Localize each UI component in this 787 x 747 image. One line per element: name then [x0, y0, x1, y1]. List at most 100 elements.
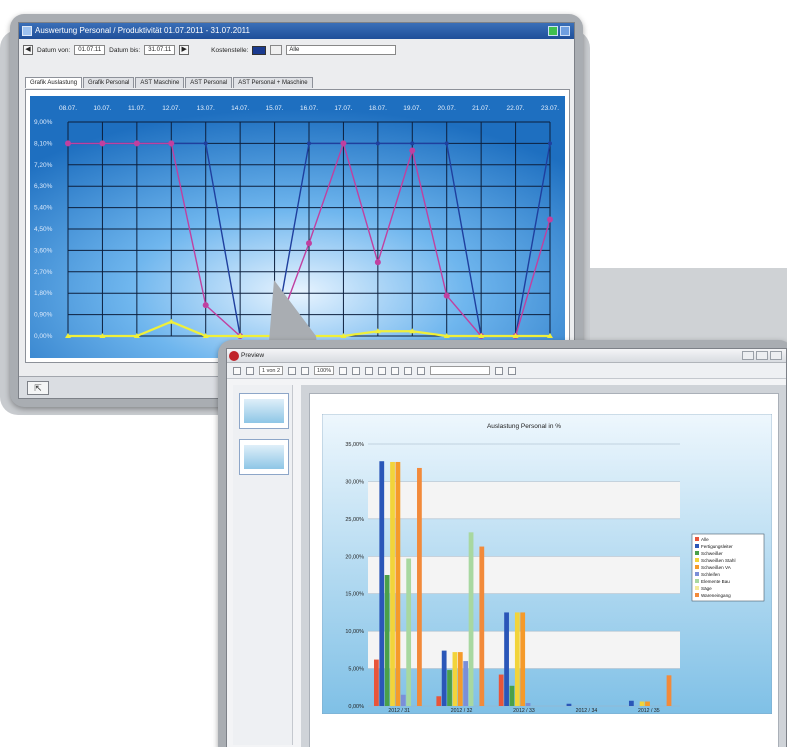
tab-ast-personal[interactable]: AST Personal	[185, 77, 233, 88]
legend-swatch	[695, 558, 699, 562]
data-point	[99, 140, 106, 147]
legend-label: Schweißen VA	[701, 565, 732, 570]
data-point	[409, 328, 416, 334]
export-icon[interactable]	[391, 366, 400, 375]
y-tick-label: 30,00%	[345, 479, 364, 485]
x-tick-label: 12.07.	[162, 105, 180, 112]
date-from-label: Datum von:	[37, 46, 71, 54]
minimize-button[interactable]	[548, 26, 558, 36]
tab-grafik-personal[interactable]: Grafik Personal	[83, 77, 135, 88]
data-point	[99, 333, 106, 338]
bar	[666, 675, 672, 706]
prev-arrow-icon[interactable]: ◀	[23, 45, 33, 55]
data-point	[202, 302, 209, 309]
x-tick-label: 22.07.	[507, 105, 525, 112]
preview-window-body: Preview 1 von 2 100%	[226, 348, 787, 747]
date-to-field[interactable]: 31.07.11	[144, 45, 176, 55]
bar	[525, 703, 531, 706]
bar	[504, 612, 509, 706]
help-icon[interactable]	[508, 366, 517, 375]
y-tick-label: 0,90%	[34, 312, 53, 319]
page-viewer[interactable]: Auslastung Personal in % 35,00% 30,00% 25,0…	[301, 385, 786, 747]
bar	[645, 701, 650, 706]
email-icon[interactable]	[404, 366, 413, 375]
view-tabs: Grafik Auslastung Grafik Personal AST Ma…	[25, 77, 313, 88]
bar	[379, 461, 385, 706]
data-point	[375, 141, 380, 146]
x-tick-label: 16.07.	[300, 105, 318, 112]
bar	[479, 546, 485, 706]
data-point	[410, 141, 415, 146]
tab-grafik-auslastung[interactable]: Grafik Auslastung	[25, 77, 83, 88]
chart-title: Auslastung Personal in %	[487, 423, 561, 430]
bar	[520, 612, 526, 706]
last-page-icon[interactable]	[301, 366, 310, 375]
data-point	[168, 318, 175, 324]
color-swatch[interactable]	[252, 45, 267, 55]
data-point	[443, 333, 450, 338]
bar	[463, 661, 469, 706]
minimize-button[interactable]	[742, 351, 754, 360]
x-tick-label: 2012 / 35	[638, 708, 660, 714]
data-point	[340, 333, 347, 338]
cost-center-dropdown[interactable]	[270, 45, 283, 55]
close-button[interactable]	[560, 26, 570, 36]
bar	[441, 650, 447, 706]
zoom-in-icon[interactable]	[339, 366, 348, 375]
x-tick-label: 08.07.	[59, 105, 77, 112]
legend-swatch	[695, 565, 699, 569]
date-to-label: Datum bis:	[109, 46, 141, 54]
next-arrow-icon[interactable]: ▶	[179, 45, 190, 55]
tab-ast-personal-maschine[interactable]: AST Personal + Maschine	[233, 77, 313, 88]
data-point	[443, 292, 450, 299]
save-icon[interactable]	[378, 366, 387, 375]
thumbnail-chart	[244, 445, 284, 469]
prev-page-icon[interactable]	[246, 366, 254, 375]
close-button[interactable]	[770, 351, 782, 360]
bar	[566, 703, 572, 706]
thumbnail-chart	[244, 399, 284, 423]
search-field[interactable]	[430, 366, 491, 375]
zoom-out-icon[interactable]	[352, 366, 361, 375]
date-from-field[interactable]: 01.07.11	[74, 45, 106, 55]
bar	[436, 696, 442, 706]
preview-title: Preview	[241, 352, 265, 359]
y-tick-label: 4,50%	[34, 226, 53, 233]
y-tick-label: 0,00%	[348, 704, 364, 710]
search-icon[interactable]	[495, 366, 504, 375]
y-tick-label: 7,20%	[34, 162, 53, 169]
y-tick-label: 9,00%	[34, 119, 53, 126]
tab-ast-maschine[interactable]: AST Maschine	[135, 77, 185, 88]
print-icon[interactable]	[365, 366, 374, 375]
callout-pointer	[268, 280, 318, 354]
bar	[374, 659, 379, 706]
x-tick-label: 19.07.	[403, 105, 421, 112]
data-point	[374, 328, 381, 334]
bar	[468, 532, 474, 706]
exit-icon[interactable]: ⇱	[27, 381, 49, 395]
y-tick-label: 5,40%	[34, 205, 53, 212]
x-tick-label: 2012 / 33	[513, 708, 535, 714]
maximize-button[interactable]	[756, 351, 768, 360]
data-point	[307, 141, 311, 146]
data-point	[444, 141, 449, 146]
cost-center-field[interactable]: Alle	[286, 45, 397, 55]
zoom-field[interactable]: 100%	[314, 366, 335, 375]
thumbnail-page-2[interactable]	[239, 439, 289, 475]
next-page-icon[interactable]	[288, 366, 297, 375]
y-tick-label: 1,80%	[34, 290, 53, 297]
data-point	[65, 140, 71, 147]
page-field[interactable]: 1 von 2	[259, 366, 284, 375]
first-page-icon[interactable]	[233, 366, 241, 375]
thumbnail-page-1[interactable]	[239, 393, 289, 429]
settings-icon[interactable]	[417, 366, 426, 375]
x-tick-label: 18.07.	[369, 105, 387, 112]
data-point	[133, 333, 140, 338]
app-icon	[22, 26, 32, 36]
y-tick-label: 35,00%	[345, 442, 364, 448]
data-point	[548, 141, 552, 146]
data-point	[202, 333, 209, 338]
y-tick-label: 0,00%	[34, 333, 53, 340]
data-point	[65, 333, 71, 338]
